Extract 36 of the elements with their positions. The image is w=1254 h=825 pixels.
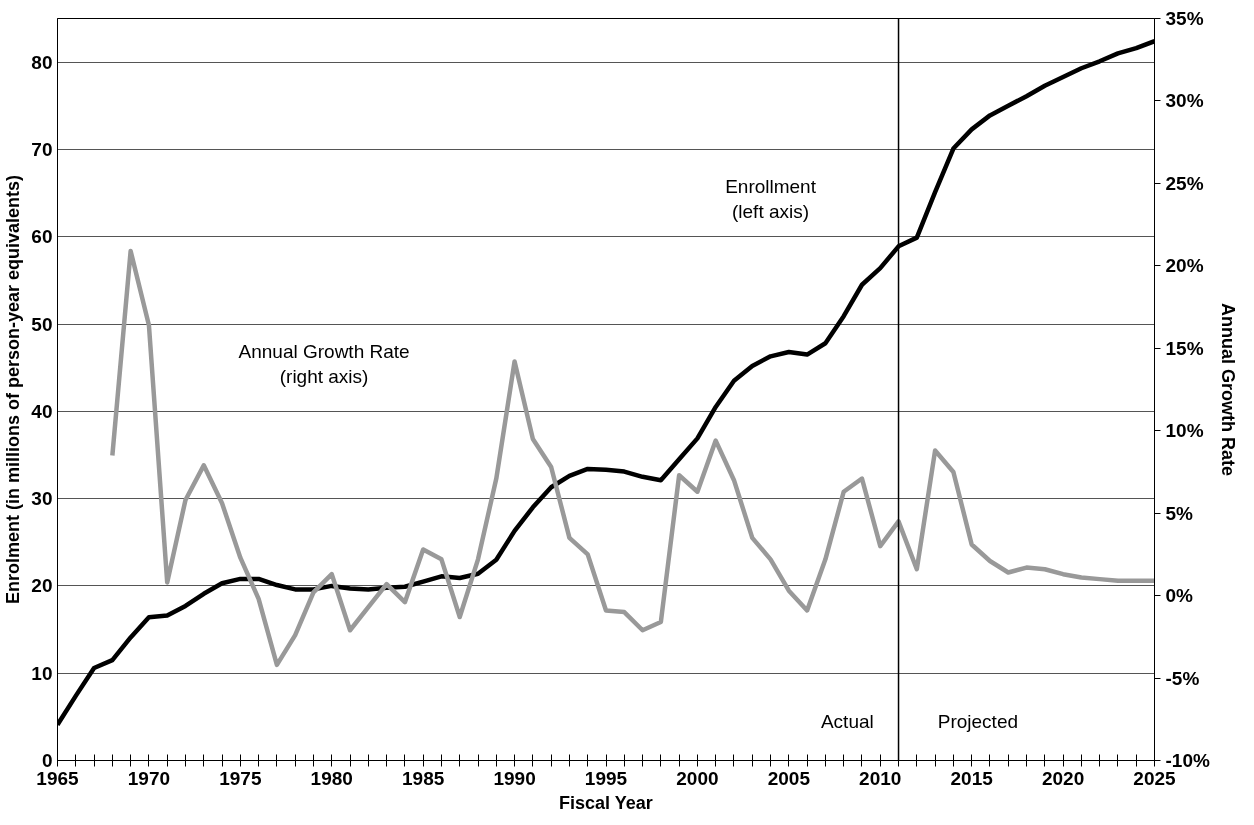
x-tick-label: 1995	[584, 767, 628, 789]
y-tick-label: 60	[31, 226, 53, 248]
y-tick-label: 70	[31, 138, 53, 160]
x-tick-label: 1985	[402, 767, 445, 789]
y2-tick-label: 5%	[1165, 502, 1194, 524]
x-tick-label: 1980	[310, 767, 353, 789]
y-tick-label: 50	[31, 313, 53, 335]
x-tick-label: 1970	[127, 767, 171, 789]
y2-tick-label: 25%	[1165, 172, 1204, 194]
x-axis-title: Fiscal Year	[558, 792, 653, 813]
y2-tick-label: 20%	[1165, 255, 1204, 277]
annotation: Enrollment (left axis)	[725, 175, 817, 222]
annotation: Projected	[937, 710, 1019, 732]
y2-tick-label: 15%	[1165, 337, 1204, 359]
x-tick-label: 1975	[219, 767, 262, 789]
x-tick-label: 1990	[493, 767, 536, 789]
line-series	[110, 248, 1155, 668]
y2-tick-label: 10%	[1165, 420, 1204, 442]
y2-axis-title: Annual Growth Rate	[1217, 303, 1238, 477]
y2-tick-label: -5%	[1165, 667, 1200, 689]
y-tick-label: 10	[31, 662, 53, 684]
y-tick-label: 40	[31, 400, 53, 422]
y2-tick-label: 0%	[1165, 585, 1194, 607]
x-tick-label: 2000	[676, 767, 719, 789]
y-axis-title: Enrolment (in millions of person-year equivalents)	[3, 174, 24, 605]
y2-tick-label: 35%	[1165, 8, 1204, 29]
y-tick-label: 20	[31, 575, 53, 597]
x-tick-label: 2020	[1041, 767, 1085, 789]
y-tick-label: 30	[31, 488, 53, 510]
x-tick-label: 2015	[950, 767, 994, 789]
x-tick-label: 2005	[767, 767, 811, 789]
annotation: Actual	[820, 710, 874, 732]
y-tick-label: 80	[31, 51, 53, 73]
x-tick-label: 2010	[859, 767, 902, 789]
annotation: Annual Growth Rate (right axis)	[238, 341, 410, 388]
y2-tick-label: 30%	[1165, 90, 1204, 112]
